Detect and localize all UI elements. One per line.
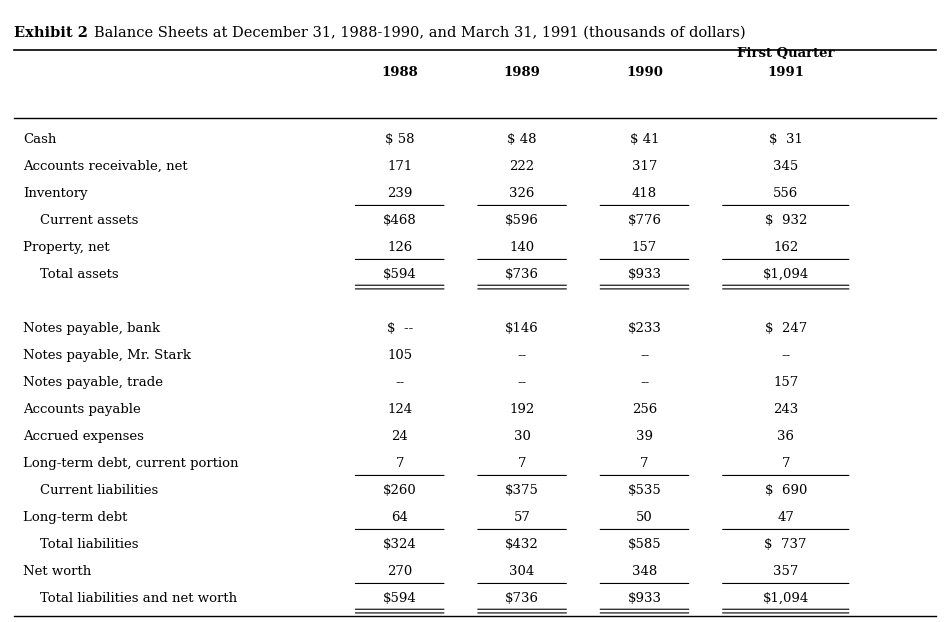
Text: --: --	[518, 349, 526, 362]
Text: $  31: $ 31	[769, 133, 803, 146]
Text: 304: 304	[509, 565, 535, 578]
Text: 556: 556	[773, 187, 798, 200]
Text: 239: 239	[387, 187, 412, 200]
Text: $ 41: $ 41	[630, 133, 659, 146]
Text: 171: 171	[387, 160, 412, 173]
Text: 192: 192	[509, 403, 535, 416]
Text: $ 48: $ 48	[507, 133, 537, 146]
Text: 24: 24	[391, 430, 408, 443]
Text: $  690: $ 690	[765, 484, 807, 497]
Text: $  --: $ --	[387, 322, 413, 335]
Text: 39: 39	[636, 430, 653, 443]
Text: Property, net: Property, net	[23, 241, 109, 254]
Text: 1991: 1991	[768, 65, 805, 78]
Text: $535: $535	[628, 484, 661, 497]
Text: Total liabilities: Total liabilities	[23, 538, 139, 551]
Text: 345: 345	[773, 160, 798, 173]
Text: 140: 140	[509, 241, 535, 254]
Text: $324: $324	[383, 538, 416, 551]
Text: --: --	[518, 376, 526, 389]
Text: Current assets: Current assets	[23, 214, 139, 227]
Text: $596: $596	[505, 214, 539, 227]
Text: $  932: $ 932	[765, 214, 807, 227]
Text: 162: 162	[773, 241, 798, 254]
Text: Long-term debt, current portion: Long-term debt, current portion	[23, 457, 238, 470]
Text: Notes payable, trade: Notes payable, trade	[23, 376, 163, 389]
Text: 30: 30	[514, 430, 530, 443]
Text: 317: 317	[632, 160, 657, 173]
Text: 1989: 1989	[504, 65, 541, 78]
Text: $736: $736	[505, 268, 539, 281]
Text: $736: $736	[505, 592, 539, 605]
Text: Notes payable, bank: Notes payable, bank	[23, 322, 161, 335]
Text: 57: 57	[514, 511, 530, 524]
Text: 270: 270	[387, 565, 412, 578]
Text: --: --	[395, 376, 405, 389]
Text: First Quarter: First Quarter	[737, 47, 834, 60]
Text: 124: 124	[387, 403, 412, 416]
Text: Long-term debt: Long-term debt	[23, 511, 127, 524]
Text: 7: 7	[395, 457, 404, 470]
Text: Exhibit 2: Exhibit 2	[13, 26, 87, 40]
Text: Total liabilities and net worth: Total liabilities and net worth	[23, 592, 238, 605]
Text: Cash: Cash	[23, 133, 56, 146]
Text: $776: $776	[628, 214, 661, 227]
Text: Current liabilities: Current liabilities	[23, 484, 159, 497]
Text: 1990: 1990	[626, 65, 663, 78]
Text: 418: 418	[632, 187, 657, 200]
Text: $585: $585	[628, 538, 661, 551]
Text: 64: 64	[391, 511, 408, 524]
Text: $  247: $ 247	[765, 322, 807, 335]
Text: $233: $233	[628, 322, 661, 335]
Text: Accounts payable: Accounts payable	[23, 403, 141, 416]
Text: 348: 348	[632, 565, 657, 578]
Text: --: --	[640, 349, 649, 362]
Text: 256: 256	[632, 403, 657, 416]
Text: Net worth: Net worth	[23, 565, 91, 578]
Text: 105: 105	[387, 349, 412, 362]
Text: 326: 326	[509, 187, 535, 200]
Text: Accounts receivable, net: Accounts receivable, net	[23, 160, 188, 173]
Text: $ 58: $ 58	[385, 133, 414, 146]
Text: $146: $146	[505, 322, 539, 335]
Text: 243: 243	[773, 403, 798, 416]
Text: $  737: $ 737	[765, 538, 807, 551]
Text: 47: 47	[777, 511, 794, 524]
Text: Notes payable, Mr. Stark: Notes payable, Mr. Stark	[23, 349, 191, 362]
Text: 157: 157	[632, 241, 657, 254]
Text: --: --	[640, 376, 649, 389]
Text: 222: 222	[509, 160, 535, 173]
Text: $468: $468	[383, 214, 416, 227]
Text: 36: 36	[777, 430, 794, 443]
Text: $1,094: $1,094	[763, 268, 808, 281]
Text: 1988: 1988	[381, 65, 418, 78]
Text: 50: 50	[636, 511, 653, 524]
Text: $260: $260	[383, 484, 416, 497]
Text: 357: 357	[773, 565, 798, 578]
Text: $933: $933	[628, 268, 661, 281]
Text: Inventory: Inventory	[23, 187, 87, 200]
Text: $432: $432	[505, 538, 539, 551]
Text: $375: $375	[505, 484, 539, 497]
Text: 126: 126	[387, 241, 412, 254]
Text: 7: 7	[640, 457, 649, 470]
Text: $1,094: $1,094	[763, 592, 808, 605]
Text: $594: $594	[383, 592, 416, 605]
Text: Total assets: Total assets	[23, 268, 119, 281]
Text: $594: $594	[383, 268, 416, 281]
Text: --: --	[781, 349, 790, 362]
Text: Balance Sheets at December 31, 1988-1990, and March 31, 1991 (thousands of dolla: Balance Sheets at December 31, 1988-1990…	[94, 26, 745, 40]
Text: 157: 157	[773, 376, 798, 389]
Text: 7: 7	[518, 457, 526, 470]
Text: Accrued expenses: Accrued expenses	[23, 430, 143, 443]
Text: 7: 7	[782, 457, 790, 470]
Text: $933: $933	[628, 592, 661, 605]
